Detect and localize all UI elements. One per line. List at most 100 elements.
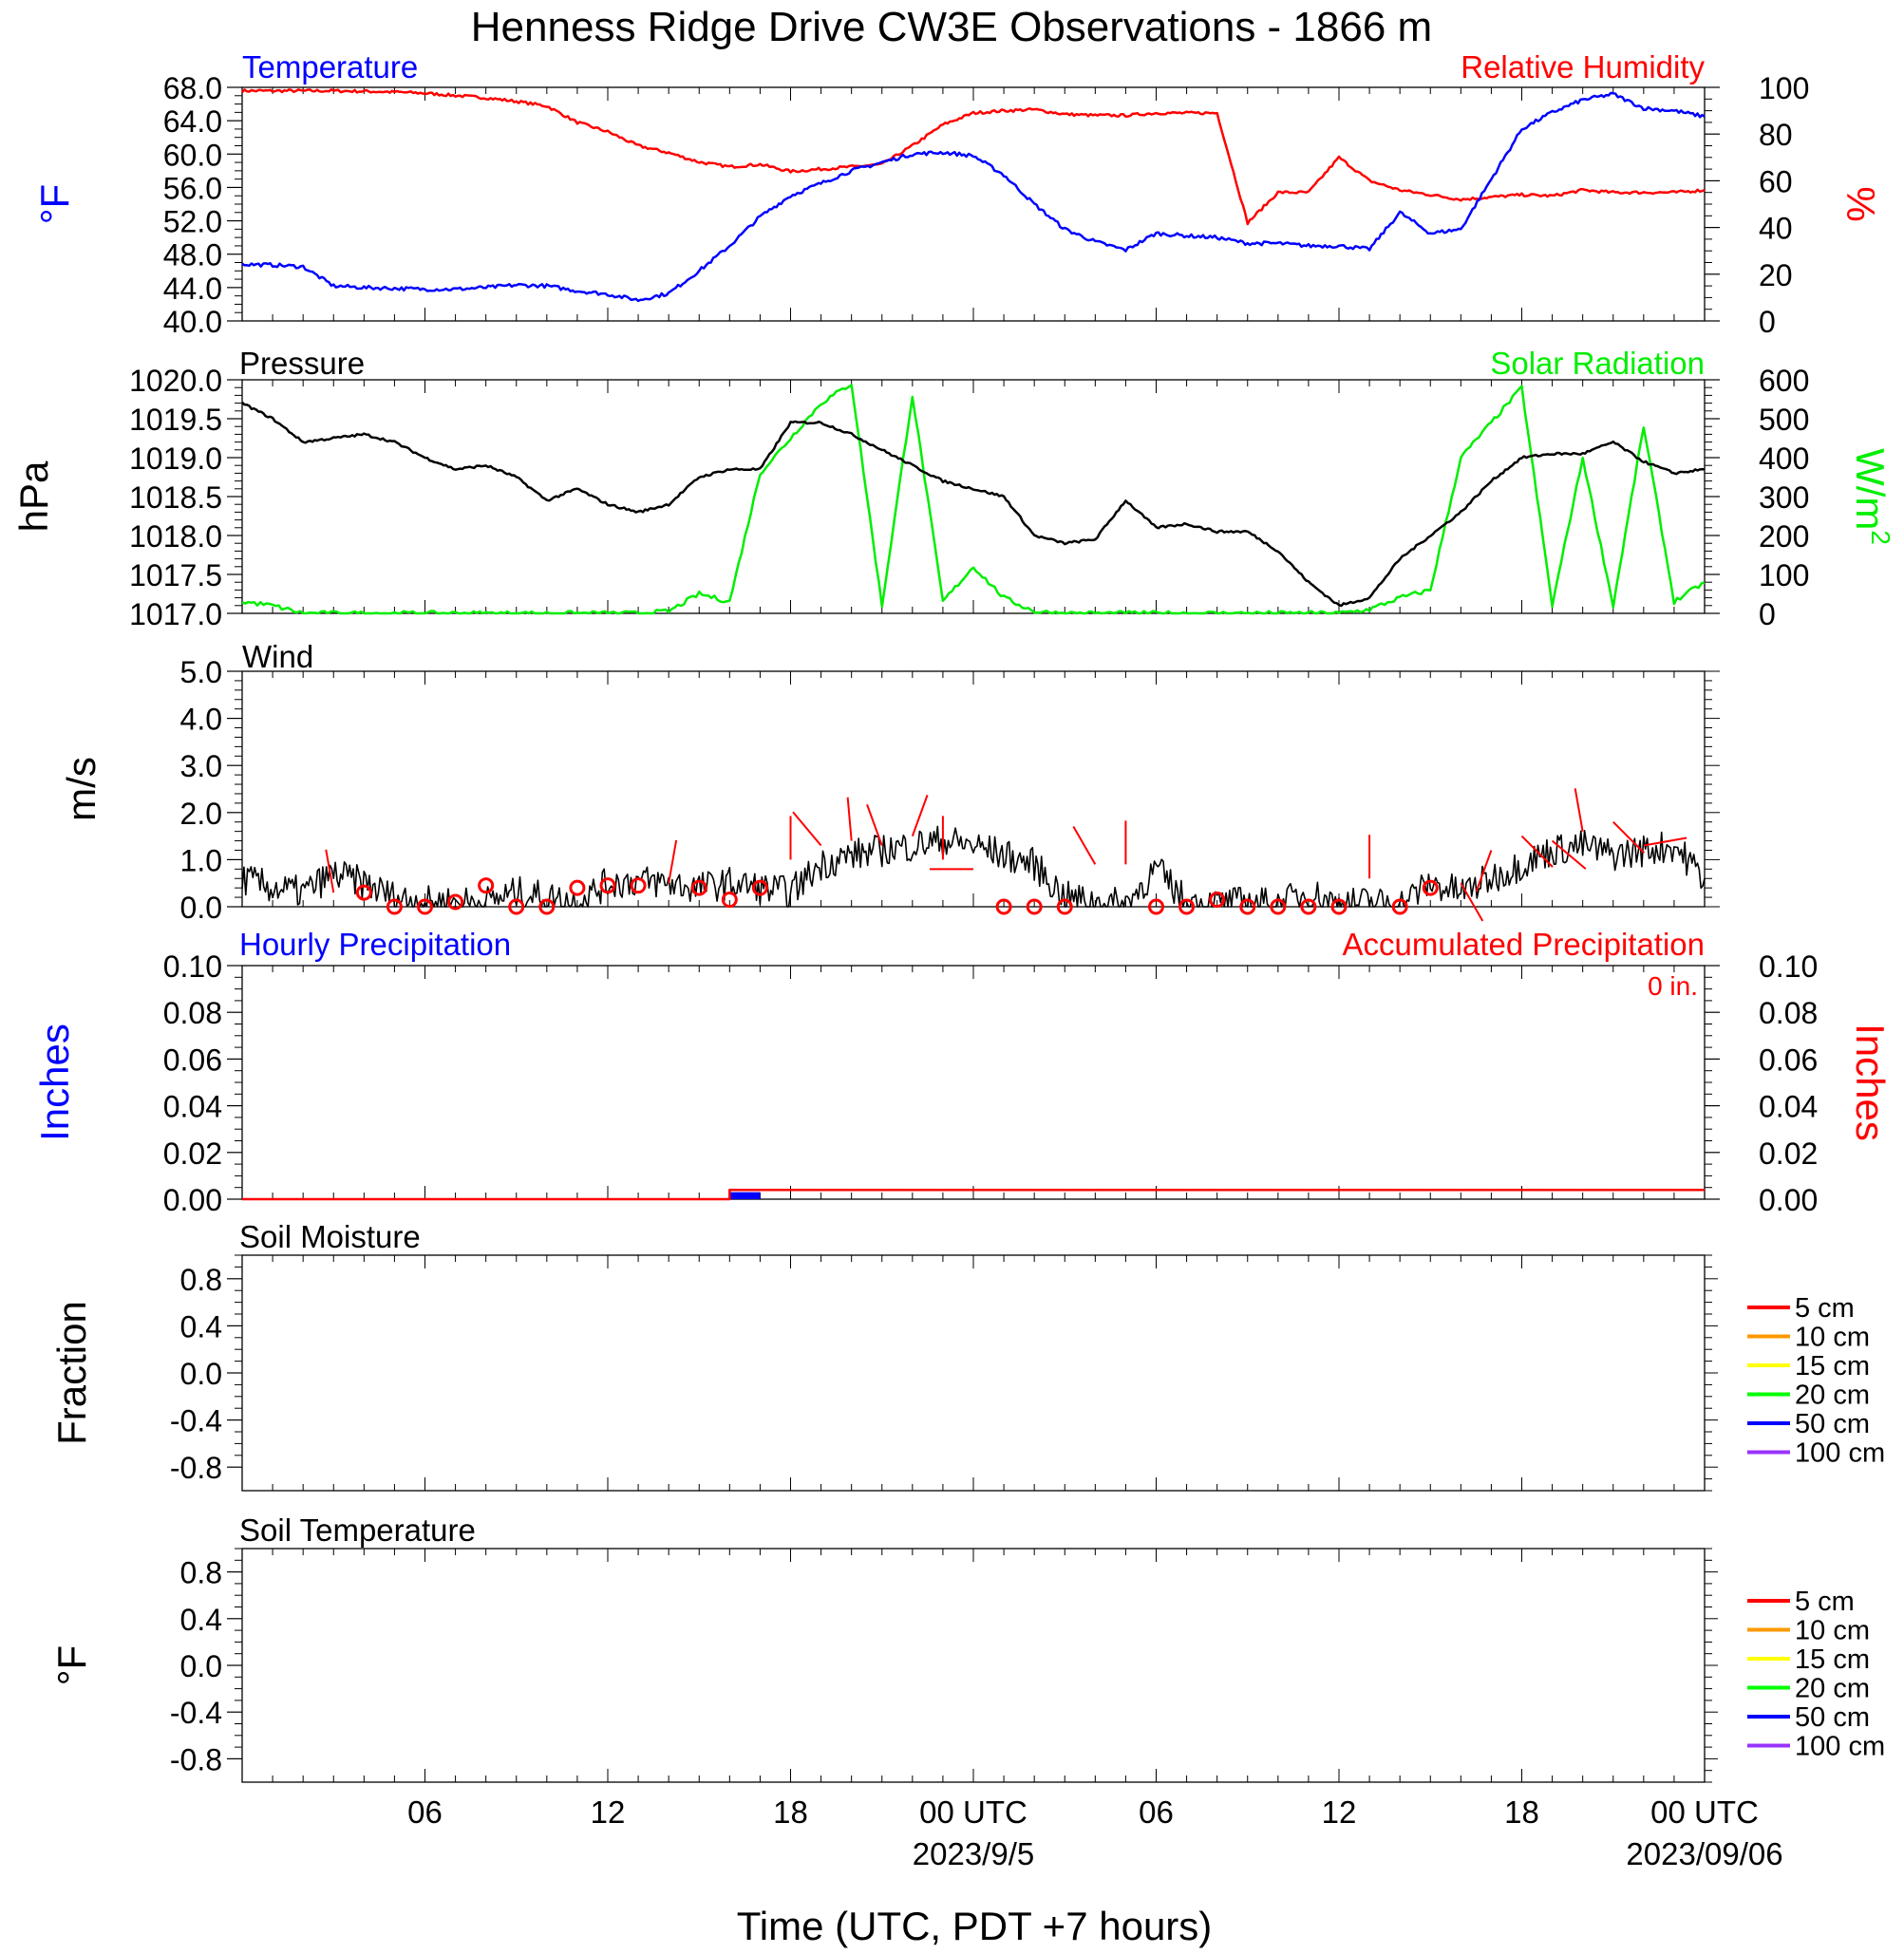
y-tick-label: 5.0 — [180, 655, 222, 689]
legend-label: 5 cm — [1795, 1293, 1855, 1324]
y-tick-label: 52.0 — [163, 205, 222, 239]
y-tick-label: 0.00 — [163, 1183, 222, 1217]
y-axis-label-right: Inches — [1848, 1024, 1893, 1141]
legend-label: 100 cm — [1795, 1438, 1885, 1469]
y-tick-label: 0.02 — [163, 1137, 222, 1171]
y-tick-label: 0.0 — [180, 1357, 222, 1391]
y-tick-label: 1017.5 — [129, 558, 222, 592]
y-tick-label: 1018.0 — [129, 519, 222, 554]
panel-title-left: Hourly Precipitation — [239, 927, 511, 962]
y-tick-label: 44.0 — [163, 272, 222, 306]
panel-title-left: Soil Moisture — [239, 1219, 421, 1254]
y2-tick-label: 0.04 — [1759, 1090, 1818, 1124]
x-tick-label: 12 — [1322, 1794, 1357, 1830]
calm-wind-marker — [1026, 898, 1043, 915]
y-axis-label-left: m/s — [59, 757, 104, 821]
calm-wind-marker — [751, 879, 768, 896]
calm-wind-marker — [569, 879, 586, 896]
superscript-2: 2 — [1866, 530, 1895, 545]
y2-tick-label: 500 — [1759, 403, 1809, 437]
wind-barb — [792, 811, 822, 847]
y-tick-label: 0.04 — [163, 1090, 222, 1124]
calm-wind-marker — [1148, 898, 1164, 915]
y-axis-label-left: °F — [32, 184, 77, 224]
y2-tick-label: 300 — [1759, 480, 1809, 515]
calm-wind-marker — [1056, 898, 1073, 915]
calm-wind-marker — [355, 884, 372, 901]
panel-soil_moisture: -0.8 -0.4 0.0 0.4 0.8 Soil Moisture Fraction 5 … — [49, 1219, 1885, 1492]
calm-wind-marker — [1300, 898, 1317, 915]
calm-wind-marker — [690, 879, 707, 896]
y-tick-label: 0.08 — [163, 996, 222, 1030]
series-accumulated-precip — [242, 1188, 1705, 1201]
y2-tick-label: 200 — [1759, 519, 1809, 554]
y-tick-label: 0.8 — [180, 1556, 222, 1590]
calm-wind-marker — [630, 877, 647, 894]
x-tick-label: 00 UTC — [1650, 1794, 1759, 1830]
y-tick-label: 0.8 — [180, 1263, 222, 1297]
y-tick-label: 2.0 — [180, 797, 222, 831]
wind-barb — [911, 795, 929, 836]
y-axis-label-left: Fraction — [49, 1301, 94, 1445]
y-tick-label: 1018.5 — [129, 480, 222, 515]
y2-tick-label: 60 — [1759, 164, 1793, 198]
y-axis-label-right: W/m2 — [1848, 448, 1895, 545]
date-label: 2023/09/06 — [1626, 1836, 1782, 1871]
panel-title-left: Wind — [242, 639, 313, 674]
y-tick-label: 48.0 — [163, 238, 222, 272]
y-tick-label: -0.4 — [170, 1404, 222, 1438]
y2-tick-label: 0.06 — [1759, 1043, 1818, 1077]
y-tick-label: 3.0 — [180, 749, 222, 783]
panel-precip: 0.00 0.02 0.04 0.06 0.08 0.10 0.00 0.02 0.04 0.06… — [32, 927, 1893, 1217]
series-relative-humidity — [241, 88, 1706, 226]
legend-label: 15 cm — [1795, 1644, 1870, 1675]
y-tick-label: 0.10 — [163, 949, 222, 984]
wind-barb — [1460, 882, 1484, 922]
legend-label: 5 cm — [1795, 1587, 1855, 1617]
calm-wind-marker — [1330, 898, 1348, 915]
y-tick-label: 4.0 — [180, 703, 222, 737]
y-tick-label: 0.0 — [180, 1649, 222, 1683]
wind-barb — [325, 849, 335, 893]
wind-barb — [1643, 836, 1687, 847]
calm-wind-marker — [538, 898, 556, 915]
y2-tick-label: 0.08 — [1759, 996, 1818, 1030]
y2-tick-label: 0.02 — [1759, 1137, 1818, 1171]
series-solar-radiation — [241, 384, 1706, 615]
wind-barb — [1612, 821, 1645, 854]
accumulated-total: 0 in. — [1648, 971, 1698, 1001]
calm-wind-marker — [1270, 898, 1287, 915]
y-tick-label: 40.0 — [163, 305, 222, 339]
y2-tick-label: 400 — [1759, 442, 1809, 476]
x-tick-label: 06 — [407, 1794, 443, 1830]
y-tick-label: -0.8 — [170, 1451, 222, 1485]
wind-barb — [1551, 839, 1587, 870]
y-tick-label: -0.8 — [170, 1742, 222, 1776]
wind-barb — [1475, 850, 1493, 892]
wind-barb — [1520, 835, 1554, 868]
legend-label: 100 cm — [1795, 1732, 1885, 1762]
y2-tick-label: 600 — [1759, 364, 1809, 398]
y-tick-label: 64.0 — [163, 104, 222, 139]
calm-wind-marker — [508, 898, 525, 915]
hourly-precip-bar — [729, 1192, 761, 1199]
y-tick-label: 68.0 — [163, 71, 222, 105]
y2-tick-label: 0.00 — [1759, 1183, 1818, 1217]
y-tick-label: 56.0 — [163, 171, 222, 205]
y-axis-label-left: hPa — [11, 460, 56, 532]
y2-tick-label: 0.10 — [1759, 949, 1818, 984]
y-axis-label-right: % — [1838, 186, 1883, 221]
y-tick-label: 60.0 — [163, 138, 222, 172]
y-axis-label-left: °F — [49, 1645, 94, 1685]
y-tick-label: 1019.0 — [129, 442, 222, 476]
y-tick-label: 0.0 — [180, 891, 222, 925]
series-temperature — [241, 91, 1706, 303]
y-tick-label: 1020.0 — [129, 364, 222, 398]
x-tick-label: 18 — [773, 1794, 808, 1830]
y-tick-label: 1019.5 — [129, 403, 222, 437]
x-tick-label: 00 UTC — [919, 1794, 1027, 1830]
y2-tick-label: 100 — [1759, 558, 1809, 592]
